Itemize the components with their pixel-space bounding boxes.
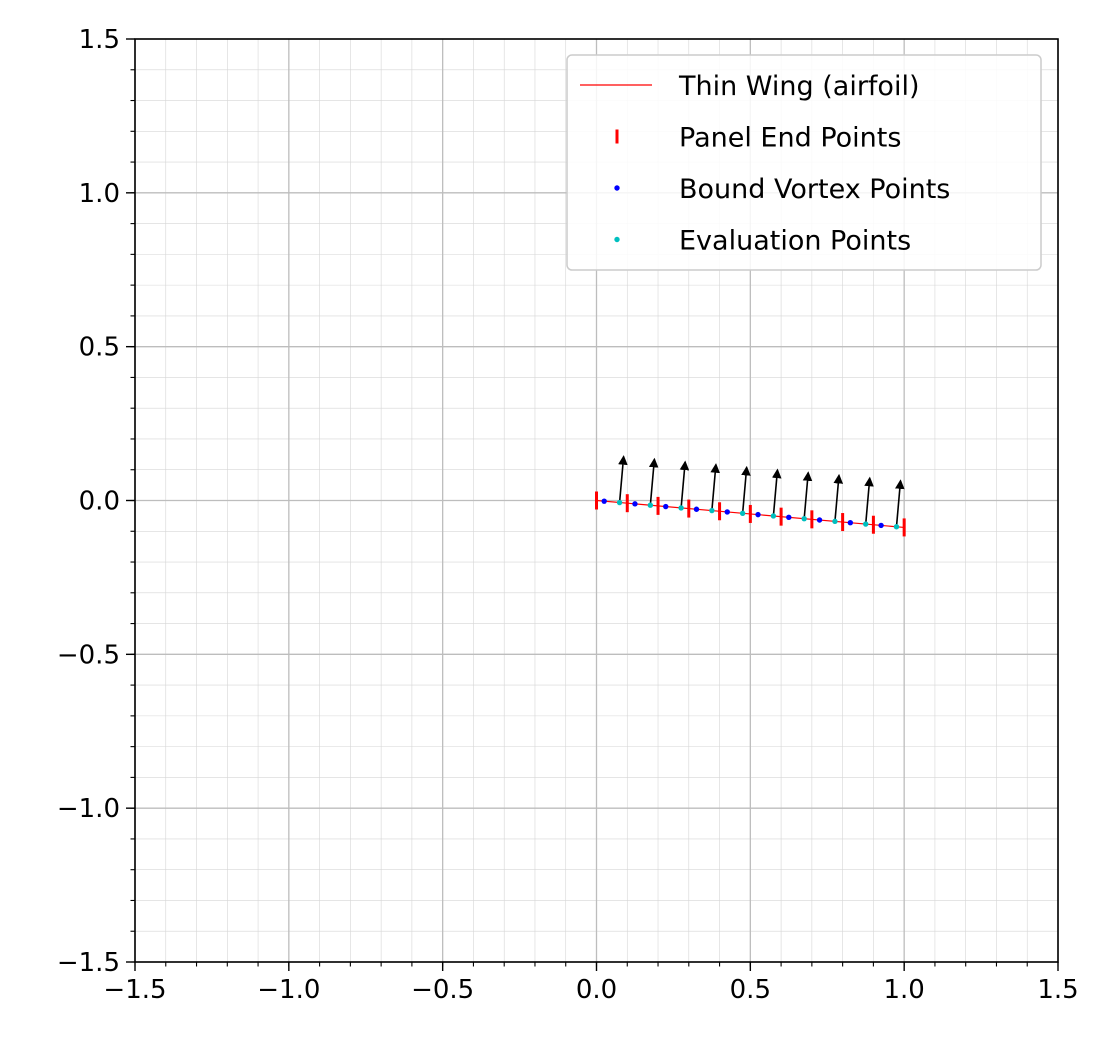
axis-ticks: −1.5 −1.0 −0.5 0.0 0.5 1.0 1.5 −1.5 −1.0 −0.5 0.0 0…	[57, 25, 1079, 1005]
normal-vector-arrow	[895, 479, 905, 527]
legend-label: Panel End Points	[679, 123, 901, 154]
y-tick-label: 1.5	[79, 25, 120, 55]
evaluation-point	[739, 510, 746, 516]
evaluation-point	[863, 521, 869, 527]
legend-handle-dot	[614, 236, 620, 243]
bound-vortex-point	[878, 522, 884, 529]
normal-vector-arrow	[679, 460, 690, 508]
x-tick-label: 0.5	[730, 975, 771, 1005]
normal-vector-arrow	[802, 471, 813, 519]
bound-vortex-point	[755, 511, 761, 518]
legend-box	[566, 54, 1042, 271]
bound-vortex-point	[786, 514, 792, 521]
plot-marks	[595, 455, 906, 537]
evaluation-point	[678, 505, 684, 511]
evaluation-point	[832, 518, 838, 525]
y-tick-label: −1.0	[57, 794, 120, 824]
evaluation-point	[709, 507, 715, 514]
legend-label: Bound Vortex Points	[679, 174, 950, 205]
legend-handle-dot	[614, 185, 620, 191]
x-tick-label: 1.5	[1037, 975, 1078, 1005]
normal-vector-arrow	[710, 463, 720, 511]
legend: Thin Wing (airfoil) Panel End Points Bound…	[566, 54, 1042, 271]
evaluation-point	[893, 524, 900, 530]
bound-vortex-point	[816, 517, 823, 523]
normal-vector-arrow	[864, 476, 874, 525]
x-tick-label: 0.0	[576, 975, 617, 1005]
normal-vector-arrow	[771, 468, 782, 517]
evaluation-point	[770, 513, 777, 519]
x-tick-label: 1.0	[883, 975, 924, 1005]
bound-vortex-point	[847, 520, 854, 526]
y-tick-label: −1.5	[57, 948, 120, 978]
bound-vortex-point	[663, 503, 669, 510]
y-tick-label: −0.5	[57, 640, 120, 670]
bound-vortex-point	[693, 506, 700, 512]
x-tick-label: −0.5	[411, 975, 474, 1005]
bound-vortex-point	[632, 501, 638, 507]
evaluation-point	[801, 515, 807, 522]
normal-vector-arrow	[741, 465, 751, 514]
bound-vortex-point	[724, 509, 730, 515]
normal-vector-arrow	[648, 457, 659, 506]
x-tick-label: −1.5	[103, 975, 166, 1005]
bound-vortex-point	[601, 498, 607, 504]
legend-label: Thin Wing (airfoil)	[678, 71, 919, 102]
normal-vector-arrow	[618, 455, 628, 503]
evaluation-point	[647, 502, 654, 508]
legend-label: Evaluation Points	[679, 226, 911, 257]
normal-vector-arrow	[833, 473, 844, 522]
y-tick-label: 0.5	[79, 333, 120, 363]
evaluation-point	[616, 499, 623, 506]
y-tick-label: 0.0	[79, 487, 120, 517]
x-tick-label: −1.0	[257, 975, 320, 1005]
y-tick-label: 1.0	[79, 179, 120, 209]
